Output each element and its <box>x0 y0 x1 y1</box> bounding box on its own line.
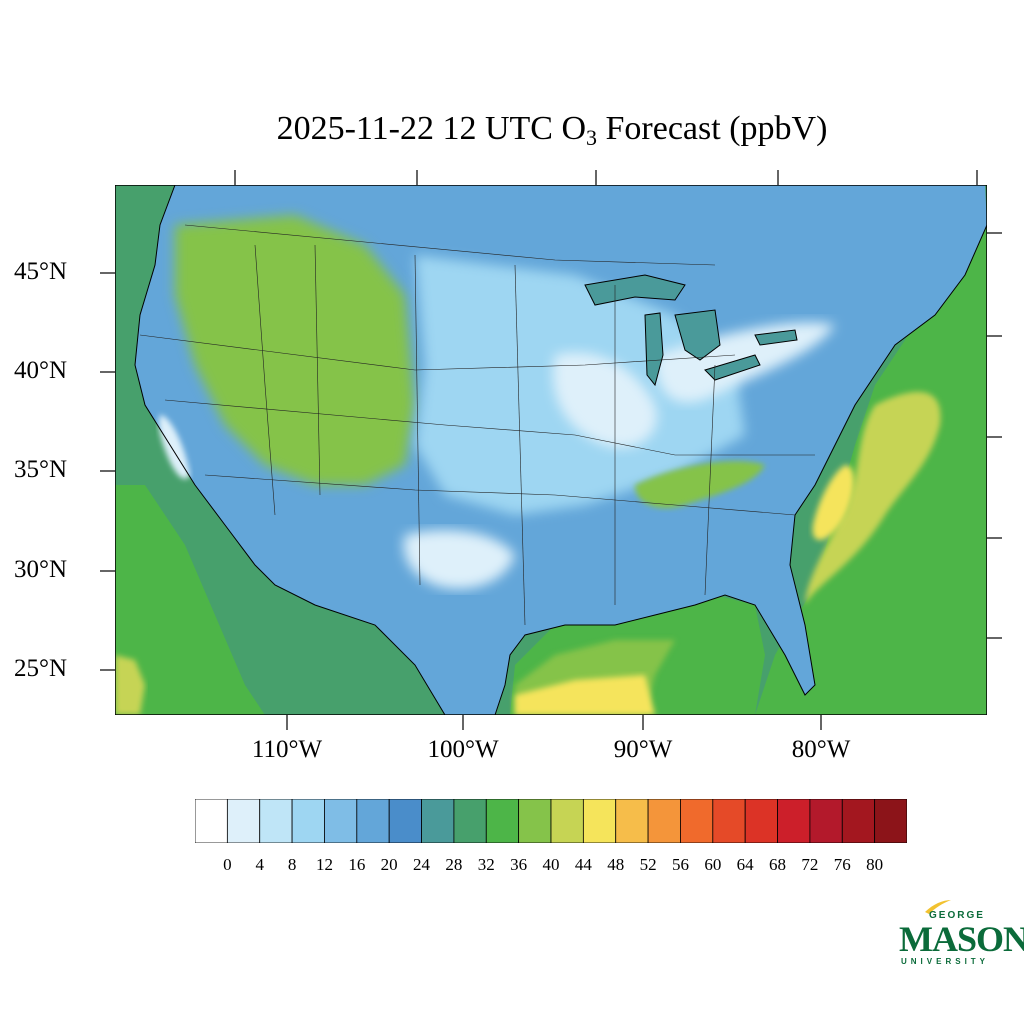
texas-pale <box>403 530 515 589</box>
gulf-yellow <box>515 675 655 715</box>
colorbar-label: 60 <box>704 855 722 874</box>
colorbar-swatch <box>259 799 293 843</box>
chart-title: 2025-11-22 12 UTC O3 Forecast (ppbV) <box>276 110 828 150</box>
colorbar-swatch <box>485 799 520 843</box>
lon-label-100w: 100°W <box>427 736 499 763</box>
southeast-lime <box>635 461 765 509</box>
mountain-green <box>175 215 415 485</box>
colorbar-label: 56 <box>671 855 689 874</box>
logo-swoosh <box>925 900 951 914</box>
atlantic-yellowgreen <box>805 391 941 605</box>
lat-label-40: 40°N <box>14 357 68 384</box>
lake-erie <box>705 355 760 380</box>
colorbar-swatch <box>518 799 552 843</box>
colorbar-label: 48 <box>607 855 625 874</box>
colorbar-label: 16 <box>348 855 366 874</box>
colorbar-swatch <box>550 799 584 843</box>
colorbar-label: 4 <box>255 855 264 874</box>
colorbar-swatch <box>744 799 778 843</box>
midwest-pale <box>553 352 657 448</box>
coastline-and-borders <box>134 185 987 715</box>
colorbar-swatch <box>615 799 649 843</box>
lat-label-45: 45°N <box>14 258 68 285</box>
pacific-yellow <box>115 655 145 715</box>
colorbar-swatch <box>647 799 681 843</box>
pacific-green <box>115 485 265 715</box>
colorbar-label: 36 <box>510 855 528 874</box>
colorbar <box>195 799 907 843</box>
colorbar-swatch <box>712 799 746 843</box>
lake-michigan <box>645 313 663 385</box>
logo-line-george: GEORGE <box>929 910 985 921</box>
lake-superior <box>585 275 685 305</box>
colorbar-label: 32 <box>477 855 495 874</box>
colorbar-swatch <box>291 799 325 843</box>
colorbar-label: 68 <box>769 855 787 874</box>
colorbar-swatch <box>777 799 811 843</box>
colorbar-swatch <box>195 799 228 843</box>
colorbar-label: 20 <box>380 855 398 874</box>
colorbar-swatch <box>226 799 261 843</box>
colorbar-label: 0 <box>223 855 232 874</box>
ozone-map <box>115 185 987 715</box>
colorbar-label: 8 <box>287 855 297 874</box>
colorbar-swatch <box>388 799 422 843</box>
lon-label-90w: 90°W <box>613 736 673 763</box>
colorbar-swatch <box>421 799 455 843</box>
colorbar-label: 64 <box>736 855 754 874</box>
logo-line-university: UNIVERSITY <box>901 957 990 966</box>
logo-line-mason: MASON <box>899 919 1024 959</box>
colorbar-swatch <box>356 799 390 843</box>
colorbar-swatch <box>680 799 714 843</box>
colorbar-swatch <box>324 799 358 843</box>
colorbar-swatch <box>582 799 617 843</box>
lake-huron <box>675 310 720 360</box>
atlantic-yellow <box>812 465 855 540</box>
colorbar-swatch <box>453 799 487 843</box>
lat-label-25: 25°N <box>14 655 68 682</box>
gmu-logo: GEORGE MASON UNIVERSITY <box>895 898 1024 970</box>
colorbar-label: 76 <box>833 855 851 874</box>
colorbar-label: 12 <box>315 855 333 874</box>
lat-label-35: 35°N <box>14 456 68 483</box>
california-pale <box>158 415 190 479</box>
colorbar-label: 72 <box>801 855 819 874</box>
colorbar-label: 44 <box>574 855 592 874</box>
lat-label-30: 30°N <box>14 556 68 583</box>
colorbar-label: 28 <box>445 855 463 874</box>
state-lines <box>139 224 815 626</box>
lon-label-80w: 80°W <box>791 736 851 763</box>
colorbar-swatch <box>874 799 907 843</box>
colorbar-label: 24 <box>413 855 431 874</box>
colorbar-label: 40 <box>542 855 560 874</box>
colorbar-label: 80 <box>866 855 884 874</box>
lon-label-110w: 110°W <box>251 736 323 763</box>
colorbar-label: 52 <box>639 855 657 874</box>
colorbar-swatch <box>809 799 843 843</box>
colorbar-swatch <box>841 799 876 843</box>
